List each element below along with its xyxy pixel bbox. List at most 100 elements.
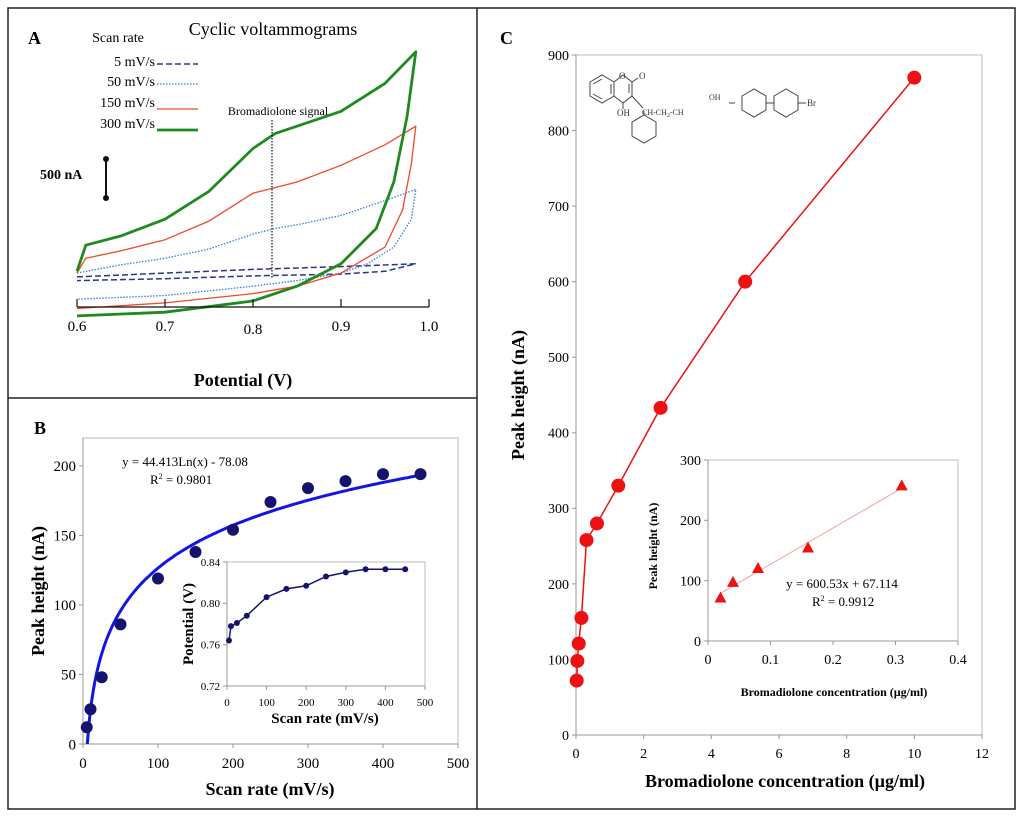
inset-trend-equation: y = 600.53x + 67.114 xyxy=(786,576,898,591)
x-tick-label: 12 xyxy=(975,747,989,762)
x-tick-label: 8 xyxy=(843,747,850,762)
panel-a-title: Cyclic voltammograms xyxy=(189,19,357,39)
x-tick-label: 0.1 xyxy=(762,653,780,668)
atom-br: Br xyxy=(807,98,816,108)
atom-o: O xyxy=(619,71,626,81)
voltammogram-curves xyxy=(75,50,418,318)
inset-y-axis-label: Peak height (nA) xyxy=(646,503,660,590)
chain-label: CH-CH2-CH xyxy=(642,108,684,119)
y-tick-label: 200 xyxy=(54,459,77,475)
x-tick-label: 0 xyxy=(79,756,87,772)
data-point xyxy=(571,636,586,651)
biphenyl-ring-2 xyxy=(773,88,799,118)
inset-data-point xyxy=(243,612,250,619)
x-axis-label: Scan rate (mV/s) xyxy=(206,779,335,800)
inset-x-axis-label: Bromadiolone concentration (µg/ml) xyxy=(741,685,928,699)
x-tick-label: 0 xyxy=(705,653,712,668)
x-tick-label: 100 xyxy=(258,697,275,709)
chain-subscript: 2 xyxy=(667,113,670,119)
panel-a-chart: Cyclic voltammograms Scan rate 5 mV/s 50 … xyxy=(40,19,438,391)
inset-data-point xyxy=(714,591,727,603)
data-point xyxy=(574,610,589,625)
data-point xyxy=(339,475,352,488)
inset-y-axis-label: Potential (V) xyxy=(181,583,197,665)
scale-bar-end-top xyxy=(103,156,109,162)
data-point xyxy=(569,673,584,688)
data-point xyxy=(611,478,626,493)
y-axis-label: Peak height (nA) xyxy=(508,330,529,460)
data-line xyxy=(575,77,915,681)
y-tick-label: 0 xyxy=(69,737,77,753)
legend: 5 mV/s 50 mV/s 150 mV/s 300 mV/s xyxy=(100,55,198,132)
data-point xyxy=(302,482,314,495)
data-points xyxy=(569,70,922,688)
inset-data-point xyxy=(225,637,232,644)
data-point xyxy=(589,516,604,531)
data-point xyxy=(114,618,127,631)
inset-data-point xyxy=(402,566,409,573)
y-tick-label: 700 xyxy=(548,200,569,215)
y-tick-label: 200 xyxy=(680,514,701,529)
inset-data-point xyxy=(227,623,234,630)
data-point xyxy=(80,721,93,734)
biphenyl-ring-1 xyxy=(741,88,767,118)
x-axis-label: Potential (V) xyxy=(194,370,292,391)
axes: 0 100 200 300 400 500 0 50 100 150 200 xyxy=(54,438,470,772)
panel-label-b: B xyxy=(34,418,46,438)
r2-sup: 2 xyxy=(821,594,825,603)
inset-data-point xyxy=(727,575,739,587)
inset-linear-trendline xyxy=(720,487,903,594)
bromadiolone-structure xyxy=(589,74,806,144)
x-tick-label: 500 xyxy=(417,697,434,709)
inset-axes: 0 100 200 300 400 500 0.72 0.76 0.80 0.84 xyxy=(201,557,434,709)
data-point xyxy=(95,671,108,684)
panel-label-a: A xyxy=(28,28,41,48)
inset-data-point xyxy=(342,569,349,576)
x-tick-label: 0.8 xyxy=(244,322,263,338)
panel-label-c: C xyxy=(500,28,513,48)
trend-equation: y = 44.413Ln(x) - 78.08 xyxy=(122,454,248,469)
atom-oh: OH xyxy=(709,93,721,102)
x-tick-label: 0 xyxy=(224,697,230,709)
voltammogram-5mvs xyxy=(76,263,417,282)
y-tick-label: 150 xyxy=(54,529,77,545)
data-point xyxy=(152,572,164,585)
y-tick-label: 0.72 xyxy=(201,681,220,693)
y-tick-label: 800 xyxy=(548,124,569,139)
legend-label: 300 mV/s xyxy=(100,117,155,132)
x-tick-label: 400 xyxy=(372,756,395,772)
y-tick-label: 300 xyxy=(680,454,701,469)
y-tick-label: 600 xyxy=(548,276,569,291)
voltammogram-300mvs xyxy=(75,50,418,318)
y-tick-label: 0 xyxy=(562,729,569,744)
x-axis: 0.6 0.7 0.8 0.9 1.0 xyxy=(68,299,439,338)
data-point xyxy=(907,70,922,85)
x-tick-label: 2 xyxy=(640,747,647,762)
bond xyxy=(631,95,644,109)
y-tick-label: 0 xyxy=(694,635,701,650)
x-tick-label: 0 xyxy=(573,747,580,762)
x-tick-label: 500 xyxy=(447,756,470,772)
x-tick-label: 10 xyxy=(907,747,921,762)
legend-label: 5 mV/s xyxy=(114,55,155,70)
x-tick-label: 100 xyxy=(147,756,170,772)
inset-data-point xyxy=(263,594,270,601)
inset-r-squared: R2 = 0.9912 xyxy=(812,594,874,609)
y-tick-label: 100 xyxy=(680,575,701,590)
y-tick-label: 200 xyxy=(548,578,569,593)
inset-data-point xyxy=(323,573,329,580)
x-tick-label: 0.6 xyxy=(68,319,87,335)
y-tick-label: 0.84 xyxy=(201,557,221,569)
x-tick-label: 0.4 xyxy=(949,653,967,668)
phenyl-ring xyxy=(631,114,657,144)
x-tick-label: 6 xyxy=(776,747,783,762)
data-point xyxy=(227,523,239,536)
x-tick-label: 1.0 xyxy=(420,319,439,335)
inset-data-point xyxy=(233,619,240,626)
y-tick-label: 100 xyxy=(54,598,77,614)
data-point xyxy=(264,495,277,508)
inset-data-point xyxy=(303,582,310,589)
scale-bar-end-bottom xyxy=(103,195,109,201)
